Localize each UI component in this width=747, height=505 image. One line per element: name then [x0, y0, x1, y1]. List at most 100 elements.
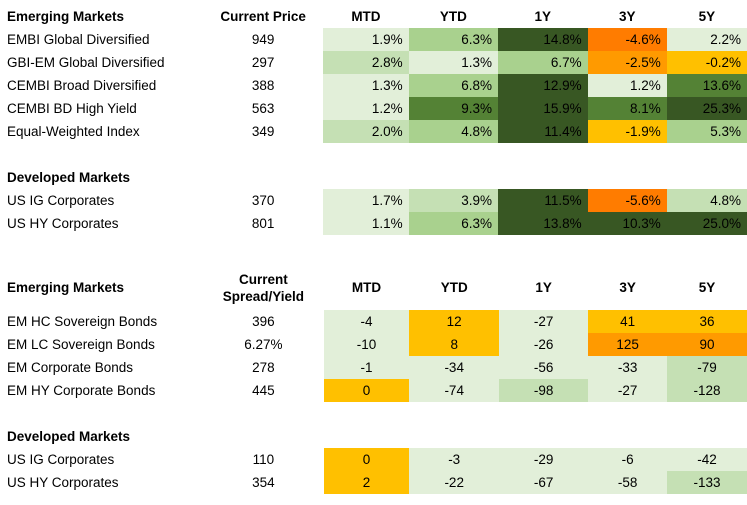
value-cell: 1.2%: [323, 97, 409, 120]
current-value: 396: [252, 314, 275, 329]
value-cell: -74: [409, 379, 499, 402]
row-label: US IG Corporates: [7, 452, 115, 467]
value-cell: -56: [498, 356, 589, 379]
current-value: 563: [251, 101, 275, 116]
value-cell: 1.3%: [408, 51, 498, 74]
row-label: CEMBI Broad Diversified: [7, 78, 157, 93]
table-row: Equal-Weighted Index 349 2.0% 4.8% 11.4% -1.9…: [2, 120, 747, 143]
value-cell: 12: [409, 310, 499, 333]
value-cell: -58: [588, 471, 668, 494]
value-cell: -1.9%: [587, 120, 667, 143]
value-cell: 2: [323, 471, 410, 494]
value-cell: 10.3%: [587, 212, 667, 235]
3y-header: 3Y: [619, 280, 636, 295]
ytd-header: YTD: [439, 9, 467, 24]
value-cell: 6.3%: [408, 212, 498, 235]
table-row: US HY Corporates 801 1.1% 6.3% 13.8% 10.3% 25.…: [2, 212, 747, 235]
table-row: EM HY Corporate Bonds 445 0 -74 -98 -27 -128: [2, 379, 747, 402]
spreads-header-row: Emerging Markets Current Spread/Yield MT…: [2, 265, 747, 310]
value-cell: -79: [667, 356, 747, 379]
table-row: US IG Corporates 110 0 -3 -29 -6 -42: [2, 448, 747, 471]
value-cell: 2.8%: [323, 51, 409, 74]
dm-section-header: Developed Markets: [7, 170, 131, 185]
current-value: 949: [251, 32, 275, 47]
value-cell: -27: [498, 310, 589, 333]
current-value: 370: [251, 193, 275, 208]
value-cell: 2.0%: [323, 120, 409, 143]
row-label: EM LC Sovereign Bonds: [7, 337, 155, 352]
3y-header: 3Y: [618, 9, 636, 24]
value-cell: 6.8%: [408, 74, 498, 97]
value-cell: 4.8%: [666, 189, 747, 212]
current-spread-header-line1: Current: [239, 271, 288, 287]
value-cell: -33: [588, 356, 668, 379]
current-value: 110: [252, 452, 275, 467]
table-row: EM HC Sovereign Bonds 396 -4 12 -27 41 36: [2, 310, 747, 333]
mtd-header: MTD: [351, 9, 381, 24]
value-cell: 25.0%: [666, 212, 747, 235]
spreads-em-body: EM HC Sovereign Bonds 396 -4 12 -27 41 36 EM LC…: [2, 310, 747, 402]
value-cell: -67: [498, 471, 589, 494]
current-value: 445: [252, 383, 275, 398]
value-cell: -34: [409, 356, 499, 379]
value-cell: -4: [323, 310, 410, 333]
1y-header: 1Y: [535, 280, 552, 295]
value-cell: -0.2%: [666, 51, 747, 74]
value-cell: -27: [588, 379, 668, 402]
row-label: GBI-EM Global Diversified: [7, 55, 165, 70]
value-cell: 1.1%: [323, 212, 409, 235]
value-cell: 0: [323, 448, 410, 471]
current-value: 354: [252, 475, 275, 490]
table-row: US IG Corporates 370 1.7% 3.9% 11.5% -5.6% 4.8…: [2, 189, 747, 212]
value-cell: -22: [409, 471, 499, 494]
row-label: EM HY Corporate Bonds: [7, 383, 156, 398]
row-label: CEMBI BD High Yield: [7, 101, 137, 116]
mtd-header: MTD: [351, 280, 382, 295]
current-value: 349: [251, 124, 275, 139]
value-cell: 90: [667, 333, 747, 356]
value-cell: 6.7%: [497, 51, 588, 74]
current-spread-header: Current Spread/Yield: [203, 265, 323, 310]
current-value: 278: [252, 360, 275, 375]
table-row: EM LC Sovereign Bonds 6.27% -10 8 -26 125 90: [2, 333, 747, 356]
dm-section-row: Developed Markets: [2, 425, 747, 448]
value-cell: 9.3%: [408, 97, 498, 120]
value-cell: -128: [667, 379, 747, 402]
spreads-dm-body: US IG Corporates 110 0 -3 -29 -6 -42 US HY Corp…: [2, 448, 747, 494]
returns-dm-body: US IG Corporates 370 1.7% 3.9% 11.5% -5.6% 4.8…: [2, 189, 747, 235]
current-price-header: Current Price: [220, 9, 306, 24]
spacer-row: [2, 402, 747, 425]
table-row: GBI-EM Global Diversified 297 2.8% 1.3% 6.7%…: [2, 51, 747, 74]
ytd-header: YTD: [440, 280, 468, 295]
value-cell: -26: [498, 333, 589, 356]
returns-em-body: EMBI Global Diversified 949 1.9% 6.3% 14.8% -…: [2, 28, 747, 143]
value-cell: 3.9%: [408, 189, 498, 212]
value-cell: -5.6%: [587, 189, 667, 212]
dm-section-row: Developed Markets: [2, 166, 747, 189]
row-label: EMBI Global Diversified: [7, 32, 150, 47]
current-value: 801: [251, 216, 275, 231]
spacer-row: [2, 143, 747, 166]
value-cell: 11.5%: [497, 189, 588, 212]
value-cell: 15.9%: [497, 97, 588, 120]
value-cell: -42: [667, 448, 747, 471]
value-cell: 1.3%: [323, 74, 409, 97]
current-value: 6.27%: [244, 337, 283, 352]
value-cell: 13.8%: [497, 212, 588, 235]
row-label: Equal-Weighted Index: [7, 124, 140, 139]
value-cell: -1: [323, 356, 410, 379]
value-cell: 125: [588, 333, 668, 356]
table-row: CEMBI BD High Yield 563 1.2% 9.3% 15.9% 8.1% 2…: [2, 97, 747, 120]
value-cell: 12.9%: [497, 74, 588, 97]
em-section-header: Emerging Markets: [7, 9, 125, 24]
value-cell: -3: [409, 448, 499, 471]
value-cell: -2.5%: [587, 51, 667, 74]
value-cell: 1.7%: [323, 189, 409, 212]
value-cell: 41: [588, 310, 668, 333]
value-cell: 0: [323, 379, 410, 402]
value-cell: 14.8%: [497, 28, 588, 51]
value-cell: 36: [667, 310, 747, 333]
row-label: US HY Corporates: [7, 475, 119, 490]
value-cell: 6.3%: [408, 28, 498, 51]
5y-header: 5Y: [698, 9, 716, 24]
